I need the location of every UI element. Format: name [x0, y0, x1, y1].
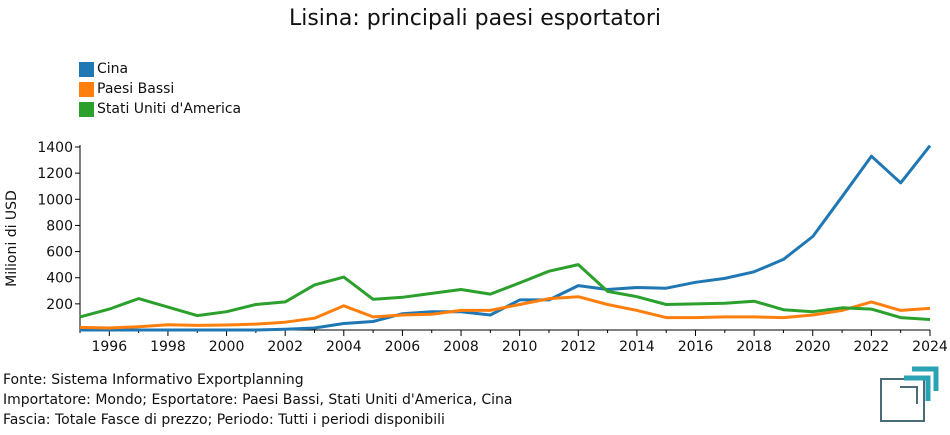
x-tick-label: 2018	[736, 339, 772, 355]
x-tick-label: 2024	[912, 339, 948, 355]
series-line-paesi-bassi	[79, 295, 931, 330]
x-tick-label: 2012	[560, 339, 596, 355]
chart-title: Lisina: principali paesi esportatori	[288, 6, 662, 31]
x-tick-label: 2006	[385, 339, 421, 355]
legend-swatch	[79, 81, 94, 97]
y-axis-label: Milioni di USD	[4, 190, 20, 287]
x-tick-label: 2020	[795, 339, 831, 355]
footer-importer: Importatore: Mondo; Esportatore: Paesi B…	[3, 392, 513, 408]
x-tick-label: 2004	[326, 339, 362, 355]
series-line-cina	[80, 144, 932, 332]
x-tick-label: 2014	[619, 339, 655, 355]
x-tick-label: 2010	[502, 339, 538, 355]
x-tick-label: 1998	[150, 339, 186, 355]
legend-swatch	[79, 101, 94, 117]
y-tick-label: 1400	[37, 140, 73, 156]
y-tick-label: 400	[46, 271, 73, 287]
legend-item: Stati Uniti d'America	[79, 99, 241, 119]
x-tick-label: 2002	[267, 339, 303, 355]
y-tick-label: 200	[46, 297, 73, 313]
x-tick-label: 2000	[209, 339, 245, 355]
x-tick-label: 2008	[443, 339, 479, 355]
legend-label: Paesi Bassi	[97, 81, 175, 97]
y-tick-label: 1200	[37, 166, 73, 182]
chart-footer: Fonte: Sistema Informativo Exportplannin…	[3, 370, 513, 430]
footer-source: Fonte: Sistema Informativo Exportplannin…	[3, 372, 304, 388]
y-tick-label: 600	[46, 245, 73, 261]
exportplanning-logo-icon	[880, 366, 939, 422]
y-tick-label: 1000	[37, 192, 73, 208]
y-tick-label: 800	[46, 218, 73, 234]
legend-label: Stati Uniti d'America	[97, 101, 242, 117]
legend-label: Cina	[97, 61, 129, 77]
legend-item: Cina	[79, 59, 241, 79]
legend-item: Paesi Bassi	[79, 79, 241, 99]
x-tick-label: 1996	[91, 339, 127, 355]
footer-band: Fascia: Totale Fasce di prezzo; Periodo:…	[3, 412, 445, 428]
legend-swatch	[79, 61, 94, 77]
x-tick-label: 2022	[854, 339, 890, 355]
series-line-stati-uniti-d-america	[79, 263, 931, 321]
x-tick-label: 2016	[678, 339, 714, 355]
legend: Cina Paesi Bassi Stati Uniti d'America	[79, 59, 241, 119]
